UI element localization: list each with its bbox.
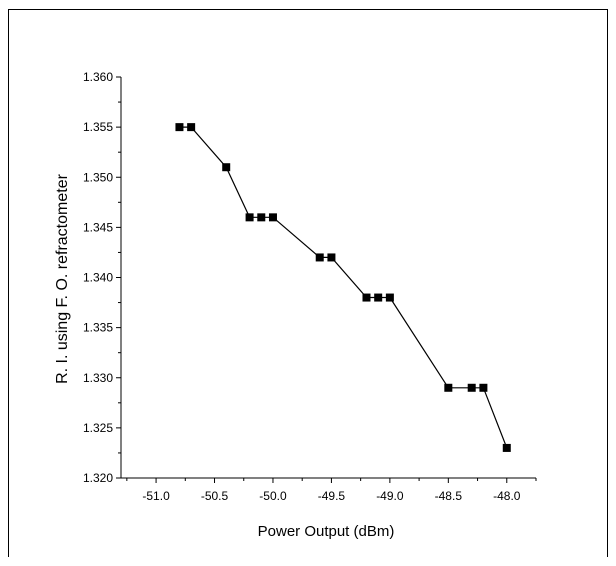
- y-tick-label: 1.340: [83, 271, 113, 285]
- data-point: [502, 443, 511, 452]
- y-tick-label: 1.360: [83, 70, 113, 84]
- x-tick-label: -48.0: [493, 489, 521, 503]
- data-point: [315, 253, 324, 262]
- data-point: [467, 383, 476, 392]
- data-point: [362, 293, 371, 302]
- ticks: 1.320 1.325 1.330 1.335 1.340 1.345 1.350 1.355…: [83, 70, 537, 503]
- y-axis-label: R. I. using F. O. refractometer: [54, 173, 71, 384]
- x-tick-label: -51.0: [142, 489, 170, 503]
- y-tick-label: 1.330: [83, 371, 113, 385]
- x-tick-label: -50.0: [259, 489, 287, 503]
- x-axis-label: Power Output (dBm): [258, 523, 395, 540]
- data-point: [374, 293, 383, 302]
- y-tick-label: 1.345: [83, 220, 113, 234]
- axes: [120, 77, 536, 479]
- x-tick-label: -49.0: [376, 489, 404, 503]
- series: [175, 123, 511, 452]
- data-point: [268, 213, 277, 222]
- data-point: [385, 293, 394, 302]
- x-tick-label: -49.5: [318, 489, 346, 503]
- data-point: [187, 123, 196, 132]
- data-point: [175, 123, 184, 132]
- data-point: [257, 213, 266, 222]
- series-line: [179, 126, 508, 449]
- data-point: [222, 163, 231, 172]
- y-tick-label: 1.335: [83, 321, 113, 335]
- data-point: [444, 383, 453, 392]
- y-tick-label: 1.355: [83, 120, 113, 134]
- y-tick-label: 1.325: [83, 421, 113, 435]
- y-tick-label: 1.320: [83, 471, 113, 485]
- figure-frame: [8, 9, 608, 557]
- y-tick-label: 1.350: [83, 170, 113, 184]
- x-tick-label: -50.5: [201, 489, 229, 503]
- data-point: [327, 253, 336, 262]
- x-tick-label: -48.5: [435, 489, 463, 503]
- data-point: [245, 213, 254, 222]
- data-point: [479, 383, 488, 392]
